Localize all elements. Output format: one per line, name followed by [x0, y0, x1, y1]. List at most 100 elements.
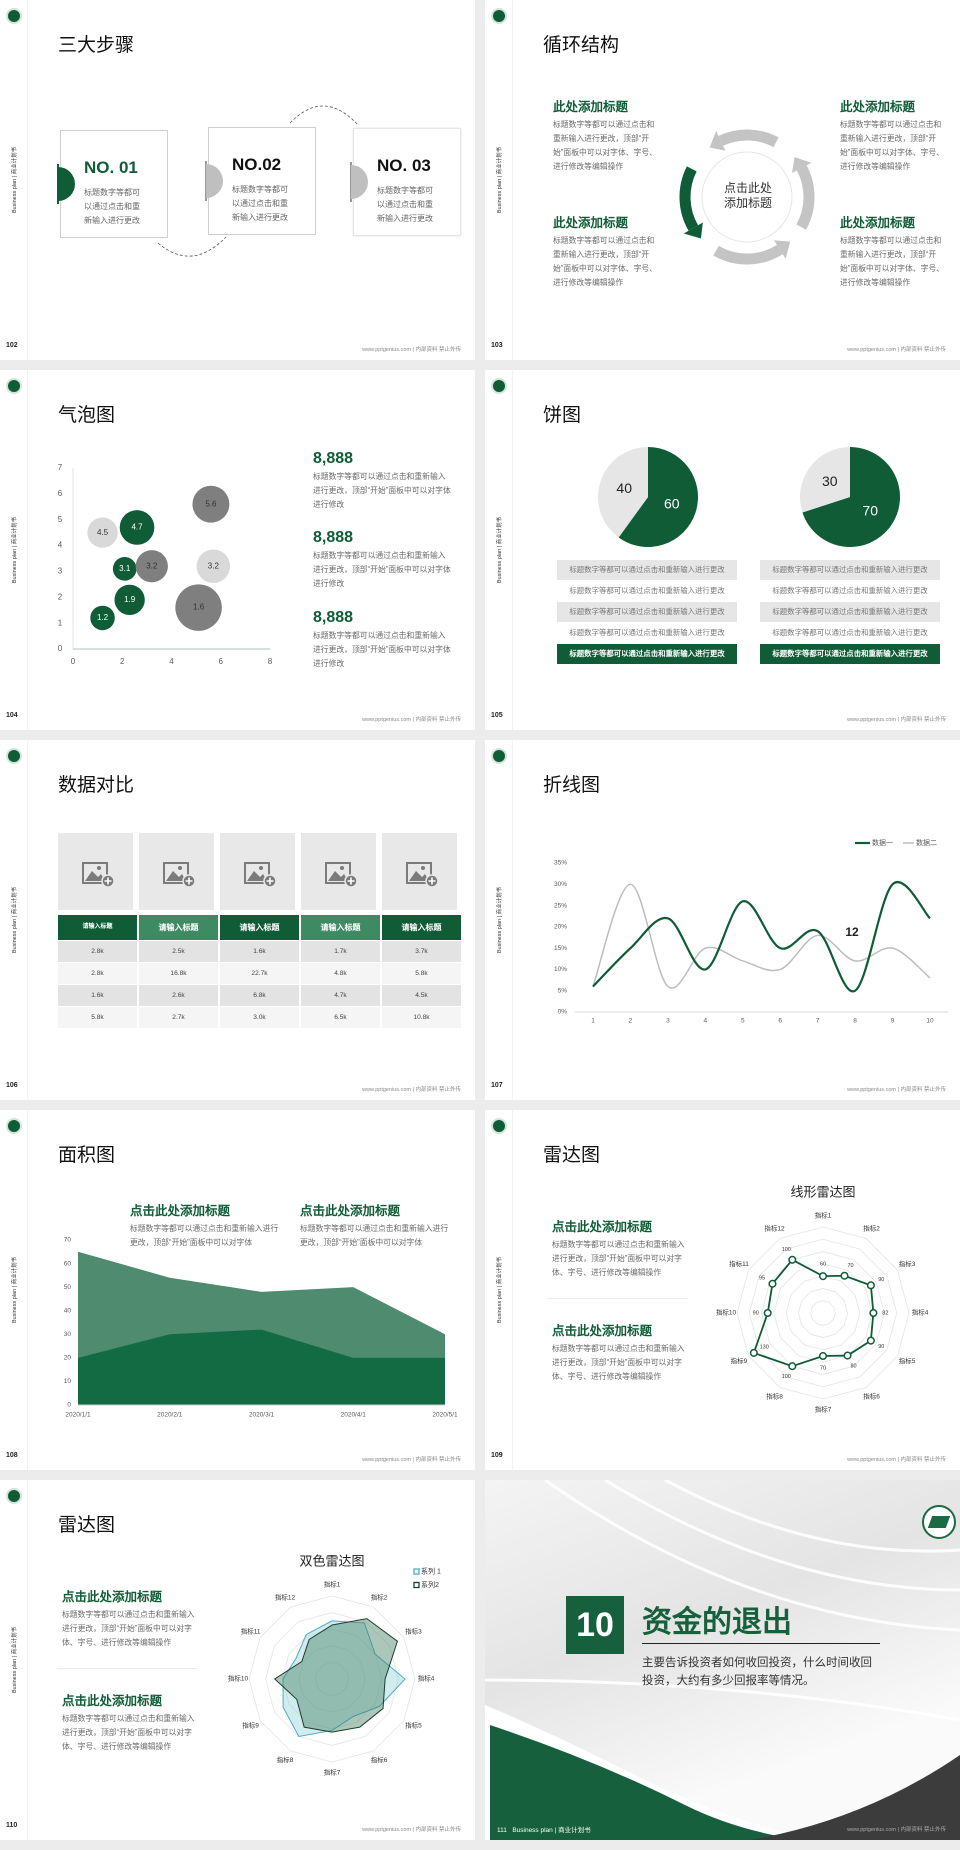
cycle-arrow-4	[796, 165, 815, 230]
radar-value-label: 82	[882, 1310, 888, 1316]
radar-grid-ring	[785, 1275, 861, 1351]
bubble	[196, 549, 231, 583]
bubble-label: 1.2	[97, 613, 109, 622]
y-tick-label: 30%	[554, 881, 567, 888]
table-cell: 6.8k	[220, 985, 299, 1006]
sidebar-divider	[27, 1110, 28, 1470]
page-number: 102	[6, 342, 18, 349]
slide-110[interactable]: 指标1 指标2 指标3 指标4 指标5 指标6 指标7 指标8 指标9 指标10 指标11 指标12 双…	[0, 1480, 475, 1840]
image-placeholder[interactable]	[382, 833, 457, 910]
radar-axis-label: 指标9	[242, 1721, 259, 1730]
table-cell: 4.8k	[301, 963, 380, 984]
x-tick-label: 2020/4/1	[341, 1412, 367, 1419]
footer-note: www.pptgenius.com | 内部资料 禁止外传	[847, 1827, 946, 1833]
footer-note: www.pptgenius.com | 内部资料 禁止外传	[847, 347, 946, 353]
add-image-icon[interactable]	[220, 833, 295, 910]
image-frame	[163, 862, 189, 884]
step-card-3[interactable]: NO. 03 标题数字等都可以通过点击和重新输入进行更改	[350, 128, 461, 236]
info-row[interactable]: 标题数字等都可以通过点击和重新输入进行更改	[772, 586, 928, 595]
legend-label: 数据一	[872, 838, 893, 847]
info-row[interactable]: 标题数字等都可以通过点击和重新输入进行更改	[569, 586, 725, 595]
series-line-2	[592, 883, 931, 989]
university-logo	[922, 1505, 956, 1539]
table-cell: 1.6k	[220, 941, 299, 962]
radar-axis-label: 指标11	[241, 1627, 261, 1636]
radar-series-2	[273, 1618, 398, 1733]
slide-105[interactable]: 60 40 70 30 标题数字等都可以通过点击和重新输入进行更改 标题数字等都可以通过…	[485, 370, 960, 730]
info-row[interactable]: 标题数字等都可以通过点击和重新输入进行更改	[760, 644, 940, 664]
vertical-side-label: Business plan | 商业计划书	[12, 1626, 18, 1694]
slide-107[interactable]: 0% 5% 10% 15% 20% 25% 30% 35% 1 2 3 4 5 6 7 8 9 10 数据一 数据二 1…	[485, 740, 960, 1100]
info-row[interactable]: 标题数字等都可以通过点击和重新输入进行更改	[557, 602, 737, 622]
plus-glyph	[347, 877, 355, 885]
table-cell: 2.6k	[139, 985, 218, 1006]
arrowhead-icon	[683, 222, 703, 239]
stat-value: 8,888	[313, 450, 354, 467]
vertical-side-label: Business plan | 商业计划书	[497, 886, 503, 954]
pie-label: 60	[664, 495, 680, 511]
footer-note: www.pptgenius.com | 内部资料 禁止外传	[362, 1087, 461, 1093]
page-number: 111	[497, 1827, 507, 1834]
mountain-glyph	[85, 871, 105, 881]
radar-grid-ring	[298, 1645, 366, 1713]
x-tick-label: 2	[629, 1018, 633, 1025]
white-swoosh-lines	[485, 1480, 960, 1722]
radar-axis-label: 指标5	[405, 1721, 422, 1730]
slide-111-section-cover[interactable]: 10 资金的退出 主要告诉投资者如何收回投资，什么时间收回投资，大约有多少回报率…	[485, 1480, 960, 1840]
slide-106[interactable]: 请输入标题 请输入标题 请输入标题 请输入标题 请输入标题 2.8k 2.5k 1.6k 1.7…	[0, 740, 475, 1100]
x-tick-label: 2020/5/1	[432, 1412, 458, 1419]
sun-glyph	[259, 866, 263, 870]
radar-point	[749, 1348, 758, 1357]
radar-axis-label: 指标12	[764, 1224, 785, 1233]
bubble-label: 3.1	[119, 564, 131, 573]
step-number: NO. 01	[84, 158, 138, 177]
cycle-center-title[interactable]: 点击此处添加标题	[723, 181, 772, 210]
text-block: 点击此处添加标题 标题数字等都可以通过点击和重新输入进行更改，顶部“开始”面板中可…	[552, 1216, 690, 1280]
dark-wave	[750, 1755, 960, 1840]
add-image-icon[interactable]	[301, 833, 376, 910]
step-text: 标题数字等都可以通过点击和重新输入进行更改	[377, 186, 433, 223]
y-tick-label: 25%	[554, 902, 567, 909]
sidebar-divider	[27, 740, 28, 1100]
add-image-icon[interactable]	[382, 833, 457, 910]
radar-value-label: 100	[782, 1374, 791, 1380]
slide-108[interactable]: 0 10 20 30 40 50 60 70 2020/1/1 2020/2/1 2020/3/1 2…	[0, 1110, 475, 1470]
y-tick-label: 70	[64, 1237, 72, 1244]
info-row[interactable]: 标题数字等都可以通过点击和重新输入进行更改	[760, 602, 940, 622]
logo-icon	[491, 8, 507, 24]
info-row[interactable]: 标题数字等都可以通过点击和重新输入进行更改	[772, 628, 928, 637]
slide-title: 三大步骤	[58, 35, 135, 56]
step-card-1[interactable]: NO. 01 标题数字等都可以通过点击和重新输入进行更改	[57, 130, 168, 238]
page-number: 108	[6, 1452, 18, 1459]
step-card-2[interactable]: NO.02 标题数字等都可以通过点击和重新输入进行更改	[205, 127, 316, 235]
x-tick-label: 4	[169, 657, 174, 666]
radar-point	[768, 1279, 777, 1288]
logo-emblem	[927, 1516, 951, 1528]
slide-103[interactable]: 点击此处添加标题 此处添加标题 标题数字等都可以通过点击和重新输入进行更改，顶部“…	[485, 0, 960, 360]
block-text: 标题数字等都可以通过点击和重新输入进行更改，顶部“开始”面板中可以对字体	[300, 1224, 449, 1247]
bubble	[192, 485, 230, 523]
image-placeholder[interactable]	[301, 833, 376, 910]
data-annotation: 12	[845, 925, 859, 939]
line-radar-chart: 指标1 指标2 指标3 指标4 指标5 指标6 指标7 指标8 指标9 指标10 指标11 指标12 线…	[716, 1184, 929, 1413]
info-row[interactable]: 标题数字等都可以通过点击和重新输入进行更改	[569, 628, 725, 637]
add-image-icon[interactable]	[58, 833, 133, 910]
slide-102[interactable]: NO. 01 标题数字等都可以通过点击和重新输入进行更改 NO.02 标题数字等…	[0, 0, 475, 360]
y-tick-label: 10%	[554, 966, 567, 973]
info-row[interactable]: 标题数字等都可以通过点击和重新输入进行更改	[557, 560, 737, 580]
y-tick-label: 10	[64, 1378, 72, 1385]
add-image-icon[interactable]	[139, 833, 214, 910]
bubble	[87, 517, 118, 548]
info-row[interactable]: 标题数字等都可以通过点击和重新输入进行更改	[557, 644, 737, 664]
logo-icon	[491, 378, 507, 394]
stat-block: 8,888 标题数字等都可以通过点击和重新输入进行更改，顶部“开始”面板中可以对字…	[313, 450, 451, 512]
info-row[interactable]: 标题数字等都可以通过点击和重新输入进行更改	[760, 560, 940, 580]
image-placeholder[interactable]	[220, 833, 295, 910]
x-tick-label: 6	[778, 1018, 782, 1025]
slide-109[interactable]: 指标1 指标2 指标3 指标4 指标5 指标6 指标7 指标8 指标9 指标10 指标11 指标12 线…	[485, 1110, 960, 1470]
image-placeholder[interactable]	[139, 833, 214, 910]
image-placeholder[interactable]	[58, 833, 133, 910]
radar-axis-label: 指标4	[912, 1308, 929, 1317]
slide-104[interactable]: 0 1 2 3 4 5 6 7 0 2 4 6 8 1.2 1.9 3.1 4.7 4.5 3.2 3.2 5.6 1.6…	[0, 370, 475, 730]
